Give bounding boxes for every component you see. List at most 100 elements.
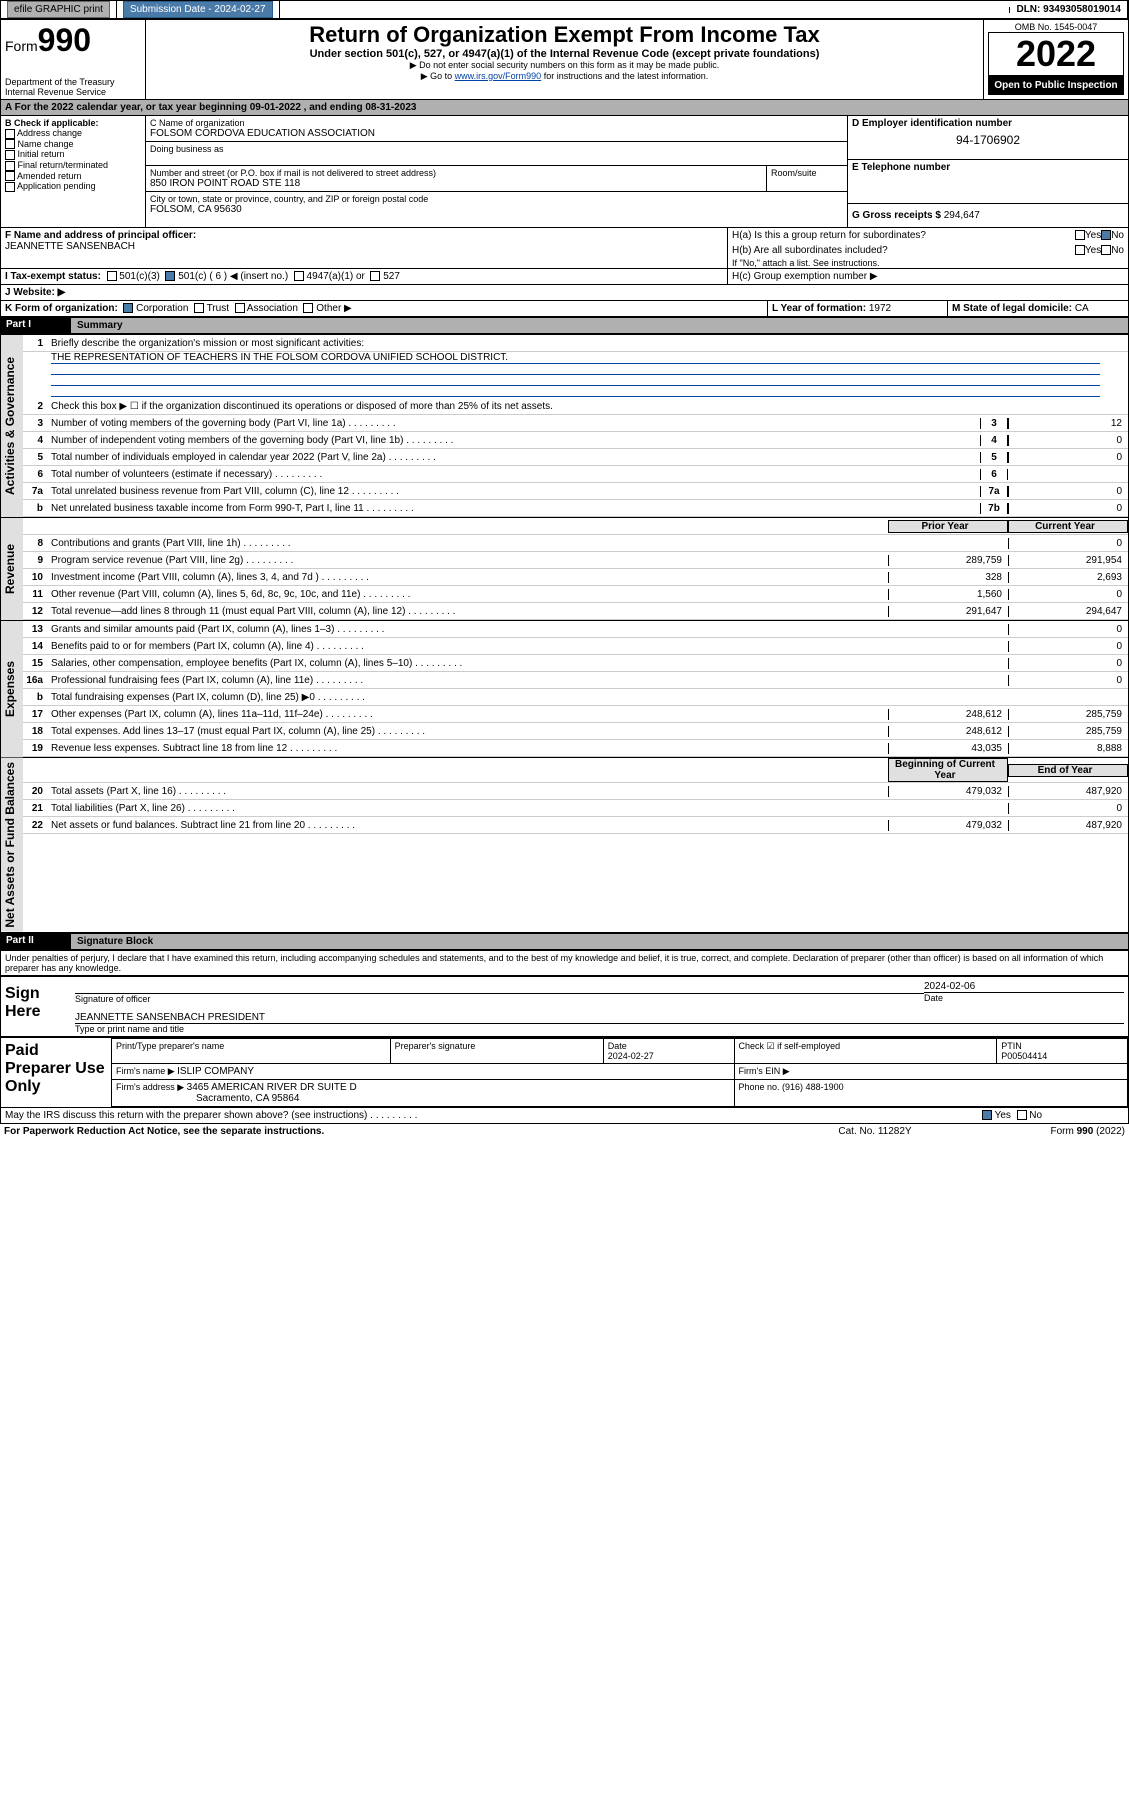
line-20: 20 Total assets (Part X, line 16) 479,03… <box>23 783 1128 800</box>
tab-revenue: Revenue <box>1 518 23 620</box>
line-16a: 16a Professional fundraising fees (Part … <box>23 672 1128 689</box>
chk-corp[interactable] <box>123 303 133 313</box>
dba-label: Doing business as <box>150 144 843 154</box>
goto-link-line: ▶ Go to www.irs.gov/Form990 for instruct… <box>150 71 979 82</box>
discuss-answer: Yes No <box>978 1108 1128 1123</box>
chk-amended[interactable] <box>5 171 15 181</box>
line-1: 1 Briefly describe the organization's mi… <box>23 335 1128 352</box>
sig-name-label: Type or print name and title <box>75 1023 1124 1034</box>
chk-address[interactable] <box>5 129 15 139</box>
discuss-no[interactable] <box>1017 1110 1027 1120</box>
line-15: 15 Salaries, other compensation, employe… <box>23 655 1128 672</box>
beg-hdr: Beginning of Current Year <box>888 758 1008 782</box>
line-9: 9 Program service revenue (Part VIII, li… <box>23 552 1128 569</box>
dln-value: DLN: 93493058019014 <box>1016 4 1121 15</box>
line-11: 11 Other revenue (Part VIII, column (A),… <box>23 586 1128 603</box>
chk-527[interactable] <box>370 271 380 281</box>
firm-addr-cell: Firm's address ▶ 3465 AMERICAN RIVER DR … <box>112 1079 735 1106</box>
section-b: B Check if applicable: Address change Na… <box>1 116 146 227</box>
chk-assoc[interactable] <box>235 303 245 313</box>
line-18: 18 Total expenses. Add lines 13–17 (must… <box>23 723 1128 740</box>
discuss-yes[interactable] <box>982 1110 992 1120</box>
chk-other[interactable] <box>303 303 313 313</box>
prep-date-cell: Date2024-02-27 <box>603 1038 734 1063</box>
hb-note: If "No," attach a list. See instructions… <box>728 258 1128 268</box>
ha-no[interactable] <box>1101 230 1111 240</box>
city-label: City or town, state or province, country… <box>150 194 843 204</box>
part1-badge: Part I <box>0 317 70 334</box>
line-21: 21 Total liabilities (Part X, line 26) 0 <box>23 800 1128 817</box>
chk-pending[interactable] <box>5 182 15 192</box>
chk-initial[interactable] <box>5 150 15 160</box>
section-k: K Form of organization: Corporation Trus… <box>1 301 768 316</box>
header-mid: Return of Organization Exempt From Incom… <box>146 20 983 99</box>
chk-501c3[interactable] <box>107 271 117 281</box>
part1-hdr-row: Part I Summary <box>0 317 1129 334</box>
ssn-warning: ▶ Do not enter social security numbers o… <box>150 60 979 71</box>
gov-line-3: 3 Number of voting members of the govern… <box>23 415 1128 432</box>
open-inspection: Open to Public Inspection <box>988 76 1124 95</box>
name-label: C Name of organization <box>150 118 843 128</box>
sig-date-label: Date <box>924 992 1124 1003</box>
gov-line-6: 6 Total number of volunteers (estimate i… <box>23 466 1128 483</box>
form-footer: Form 990 (2022) <box>975 1126 1125 1137</box>
mission-block: THE REPRESENTATION OF TEACHERS IN THE FO… <box>23 352 1128 397</box>
line-17: 17 Other expenses (Part IX, column (A), … <box>23 706 1128 723</box>
col-headers-rev: Prior Year Current Year <box>23 518 1128 535</box>
form-title: Return of Organization Exempt From Incom… <box>150 22 979 48</box>
website-label: J Website: ▶ <box>5 287 65 298</box>
ha-yes[interactable] <box>1075 230 1085 240</box>
line-22: 22 Net assets or fund balances. Subtract… <box>23 817 1128 834</box>
officer-label: F Name and address of principal officer: <box>5 230 196 241</box>
tab-netassets: Net Assets or Fund Balances <box>1 758 23 932</box>
tab-expenses: Expenses <box>1 621 23 757</box>
period-row: A For the 2022 calendar year, or tax yea… <box>0 100 1129 116</box>
org-city: FOLSOM, CA 95630 <box>150 204 843 215</box>
part2-hdr-row: Part II Signature Block <box>0 933 1129 950</box>
hb-no[interactable] <box>1101 245 1111 255</box>
tax-year: 2022 <box>988 32 1124 76</box>
submission-date-button[interactable]: Submission Date - 2024-02-27 <box>123 1 273 18</box>
current-hdr: Current Year <box>1008 520 1128 533</box>
line-12: 12 Total revenue—add lines 8 through 11 … <box>23 603 1128 620</box>
perjury-decl: Under penalties of perjury, I declare th… <box>0 950 1129 976</box>
phone-label: E Telephone number <box>852 162 950 173</box>
sign-here-block: Sign Here Signature of officer 2024-02-0… <box>0 976 1129 1037</box>
prep-name-hdr: Print/Type preparer's name <box>112 1038 391 1063</box>
prep-selfemp: Check ☑ if self-employed <box>734 1038 997 1063</box>
sect-b-hdr: B Check if applicable: <box>5 118 99 128</box>
firm-name-cell: Firm's name ▶ ISLIP COMPANY <box>112 1063 735 1079</box>
line-14: 14 Benefits paid to or for members (Part… <box>23 638 1128 655</box>
gross-value: 294,647 <box>944 210 980 221</box>
graphic-print-button[interactable]: efile GRAPHIC print <box>7 1 110 18</box>
prep-ptin-cell: PTINP00504414 <box>997 1038 1128 1063</box>
part1-body: Activities & Governance 1 Briefly descri… <box>0 334 1129 518</box>
hb-yes[interactable] <box>1075 245 1085 255</box>
chk-name[interactable] <box>5 139 15 149</box>
fh-block: F Name and address of principal officer:… <box>0 228 1129 269</box>
officer-name: JEANNETTE SANSENBACH <box>5 241 135 252</box>
line-8: 8 Contributions and grants (Part VIII, l… <box>23 535 1128 552</box>
period-text: A For the 2022 calendar year, or tax yea… <box>1 100 421 115</box>
end-hdr: End of Year <box>1008 764 1128 777</box>
chk-501c[interactable] <box>165 271 175 281</box>
sign-here-label: Sign Here <box>1 977 71 1036</box>
ein-label: D Employer identification number <box>852 118 1012 129</box>
form-header: Form990 Department of the Treasury Inter… <box>0 19 1129 100</box>
klm-block: K Form of organization: Corporation Trus… <box>0 301 1129 317</box>
col-headers-net: Beginning of Current Year End of Year <box>23 758 1128 783</box>
line-19: 19 Revenue less expenses. Subtract line … <box>23 740 1128 757</box>
tax-status-label: I Tax-exempt status: <box>5 271 101 282</box>
hc-exemption: H(c) Group exemption number ▶ <box>728 269 1128 284</box>
chk-trust[interactable] <box>194 303 204 313</box>
chk-4947[interactable] <box>294 271 304 281</box>
section-m: M State of legal domicile: CA <box>948 301 1128 316</box>
part2-badge: Part II <box>0 933 70 950</box>
irs-link[interactable]: www.irs.gov/Form990 <box>455 71 542 81</box>
expenses-block: Expenses 13 Grants and similar amounts p… <box>0 621 1129 758</box>
line-10: 10 Investment income (Part VIII, column … <box>23 569 1128 586</box>
line-2: 2 Check this box ▶ ☐ if the organization… <box>23 398 1128 415</box>
chk-final[interactable] <box>5 161 15 171</box>
l2-text: Check this box ▶ ☐ if the organization d… <box>47 401 1128 412</box>
efile-cell: efile GRAPHIC print <box>1 1 117 18</box>
